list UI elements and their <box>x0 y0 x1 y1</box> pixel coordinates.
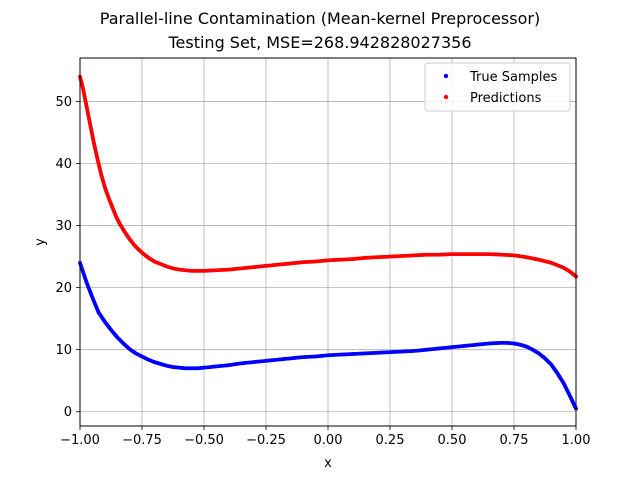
x-tick-label: 1.00 <box>562 433 591 448</box>
y-tick-label: 30 <box>55 219 72 234</box>
y-tick-label: 0 <box>64 405 72 420</box>
x-tick-label: 0.25 <box>376 433 405 448</box>
x-axis-label: x <box>324 456 332 471</box>
grid-lines <box>79 58 577 426</box>
legend-box <box>424 62 571 112</box>
x-tick-label: −0.50 <box>184 433 224 448</box>
series-true-samples <box>78 260 578 411</box>
y-tick-label: 20 <box>55 281 72 296</box>
chart-subtitle: Testing Set, MSE=268.942828027356 <box>167 33 471 52</box>
y-tick-label: 10 <box>55 343 72 358</box>
chart-title: Parallel-line Contamination (Mean-kernel… <box>100 9 540 28</box>
x-tick-label: 0.00 <box>314 433 343 448</box>
x-tick-label: −0.25 <box>246 433 286 448</box>
x-tick-label: −0.75 <box>122 433 162 448</box>
x-tick-label: 0.75 <box>500 433 529 448</box>
legend-marker-true-samples <box>443 73 449 79</box>
y-tick-label: 40 <box>55 157 72 172</box>
legend-label-true-samples: True Samples <box>469 70 557 85</box>
series-predictions <box>78 74 578 279</box>
y-axis-ticks: 0 10 20 30 40 50 <box>55 95 80 420</box>
data-points <box>78 74 578 411</box>
legend-label-predictions: Predictions <box>470 91 542 106</box>
x-tick-label: −1.00 <box>60 433 100 448</box>
y-axis-label: y <box>33 238 48 246</box>
x-tick-label: 0.50 <box>438 433 467 448</box>
legend-marker-predictions <box>443 94 449 100</box>
legend: True Samples Predictions <box>424 62 571 112</box>
x-axis-ticks: −1.00 −0.75 −0.50 −0.25 0.00 0.25 0.50 0.75 1.00 <box>60 426 590 448</box>
y-tick-label: 50 <box>55 95 72 110</box>
